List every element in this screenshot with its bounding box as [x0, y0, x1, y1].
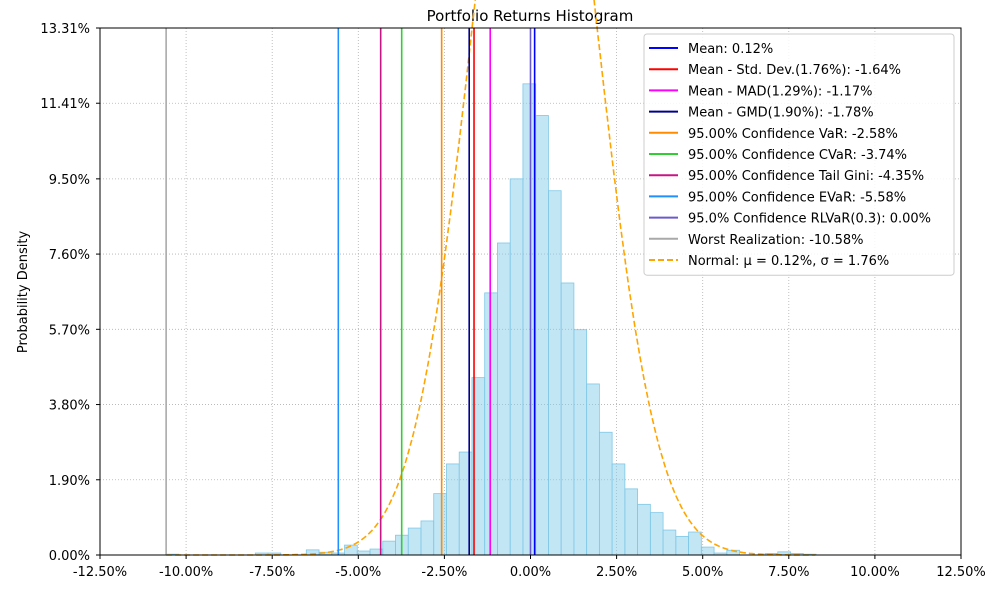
- histogram-bar: [382, 540, 396, 556]
- histogram-bar: [573, 329, 588, 556]
- legend-label: Mean - GMD(1.90%): -1.78%: [688, 106, 874, 121]
- y-tick-label: 5.70%: [49, 323, 90, 338]
- x-axis-ticks: -12.50% -10.00% -7.50% -5.00% -2.50% 0.00% 2.5…: [73, 555, 986, 580]
- legend-label: Mean - Std. Dev.(1.76%): -1.64%: [688, 63, 901, 78]
- y-tick-label: 1.90%: [49, 474, 90, 489]
- histogram-bar: [560, 282, 575, 556]
- histogram-bar: [535, 115, 549, 556]
- y-tick-label: 9.50%: [49, 173, 90, 188]
- x-tick-label: 0.00%: [510, 565, 551, 580]
- y-tick-label: 13.31%: [40, 22, 90, 37]
- y-tick-label: 3.80%: [49, 399, 90, 414]
- histogram-bar: [675, 535, 689, 556]
- chart-title: Portfolio Returns Histogram: [427, 7, 634, 25]
- legend-label: 95.00% Confidence EVaR: -5.58%: [688, 190, 906, 205]
- histogram-bar: [509, 178, 524, 556]
- histogram-bar: [458, 451, 473, 556]
- histogram-bar: [420, 520, 435, 556]
- y-tick-label: 0.00%: [49, 549, 90, 564]
- histogram-bar: [356, 550, 371, 556]
- legend-label: 95.00% Confidence VaR: -2.58%: [688, 127, 898, 142]
- x-tick-label: 5.00%: [682, 565, 723, 580]
- x-tick-label: -5.00%: [335, 565, 381, 580]
- legend-label: Mean: 0.12%: [688, 42, 773, 57]
- y-axis-label: Probability Density: [16, 231, 31, 354]
- histogram-bar: [484, 292, 498, 556]
- legend-label: 95.00% Confidence CVaR: -3.74%: [688, 148, 907, 163]
- legend-label: 95.00% Confidence Tail Gini: -4.35%: [688, 169, 924, 184]
- x-tick-label: 2.50%: [596, 565, 637, 580]
- x-tick-label: 12.50%: [936, 565, 986, 580]
- histogram-bar: [688, 531, 702, 556]
- x-tick-label: -10.00%: [159, 565, 213, 580]
- y-axis-ticks: 0.00% 1.90% 3.80% 5.70% 7.60% 9.50% 11.41% 13.3…: [40, 22, 100, 564]
- x-tick-label: -7.50%: [249, 565, 295, 580]
- histogram-bar: [700, 546, 715, 556]
- histogram-bar: [637, 503, 651, 556]
- legend-label: Normal: μ = 0.12%, σ = 1.76%: [688, 254, 889, 269]
- histogram-bar: [522, 83, 537, 556]
- histogram-bar: [624, 488, 639, 556]
- histogram-bar: [433, 493, 447, 556]
- histogram-bar: [649, 512, 664, 556]
- histogram-bar: [446, 463, 460, 556]
- histogram-bar: [407, 527, 422, 556]
- reference-lines: [165, 28, 536, 555]
- y-tick-label: 7.60%: [49, 248, 90, 263]
- histogram-bar: [548, 190, 562, 556]
- histogram-bar: [662, 529, 677, 556]
- x-tick-label: -12.50%: [73, 565, 127, 580]
- legend: Mean: 0.12% Mean - Std. Dev.(1.76%): -1.6…: [643, 33, 955, 276]
- legend-box: [643, 33, 955, 276]
- x-tick-label: 7.50%: [768, 565, 809, 580]
- x-tick-label: 10.00%: [850, 565, 900, 580]
- x-tick-label: -2.50%: [421, 565, 467, 580]
- histogram-bar: [586, 383, 600, 556]
- legend-label: Worst Realization: -10.58%: [688, 233, 864, 248]
- legend-label: 95.0% Confidence RLVaR(0.3): 0.00%: [688, 212, 931, 227]
- legend-label: Mean - MAD(1.29%): -1.17%: [688, 84, 872, 99]
- histogram-bar: [611, 463, 626, 556]
- histogram-bar: [497, 242, 511, 556]
- y-tick-label: 11.41%: [40, 97, 90, 112]
- histogram-bar: [598, 431, 613, 556]
